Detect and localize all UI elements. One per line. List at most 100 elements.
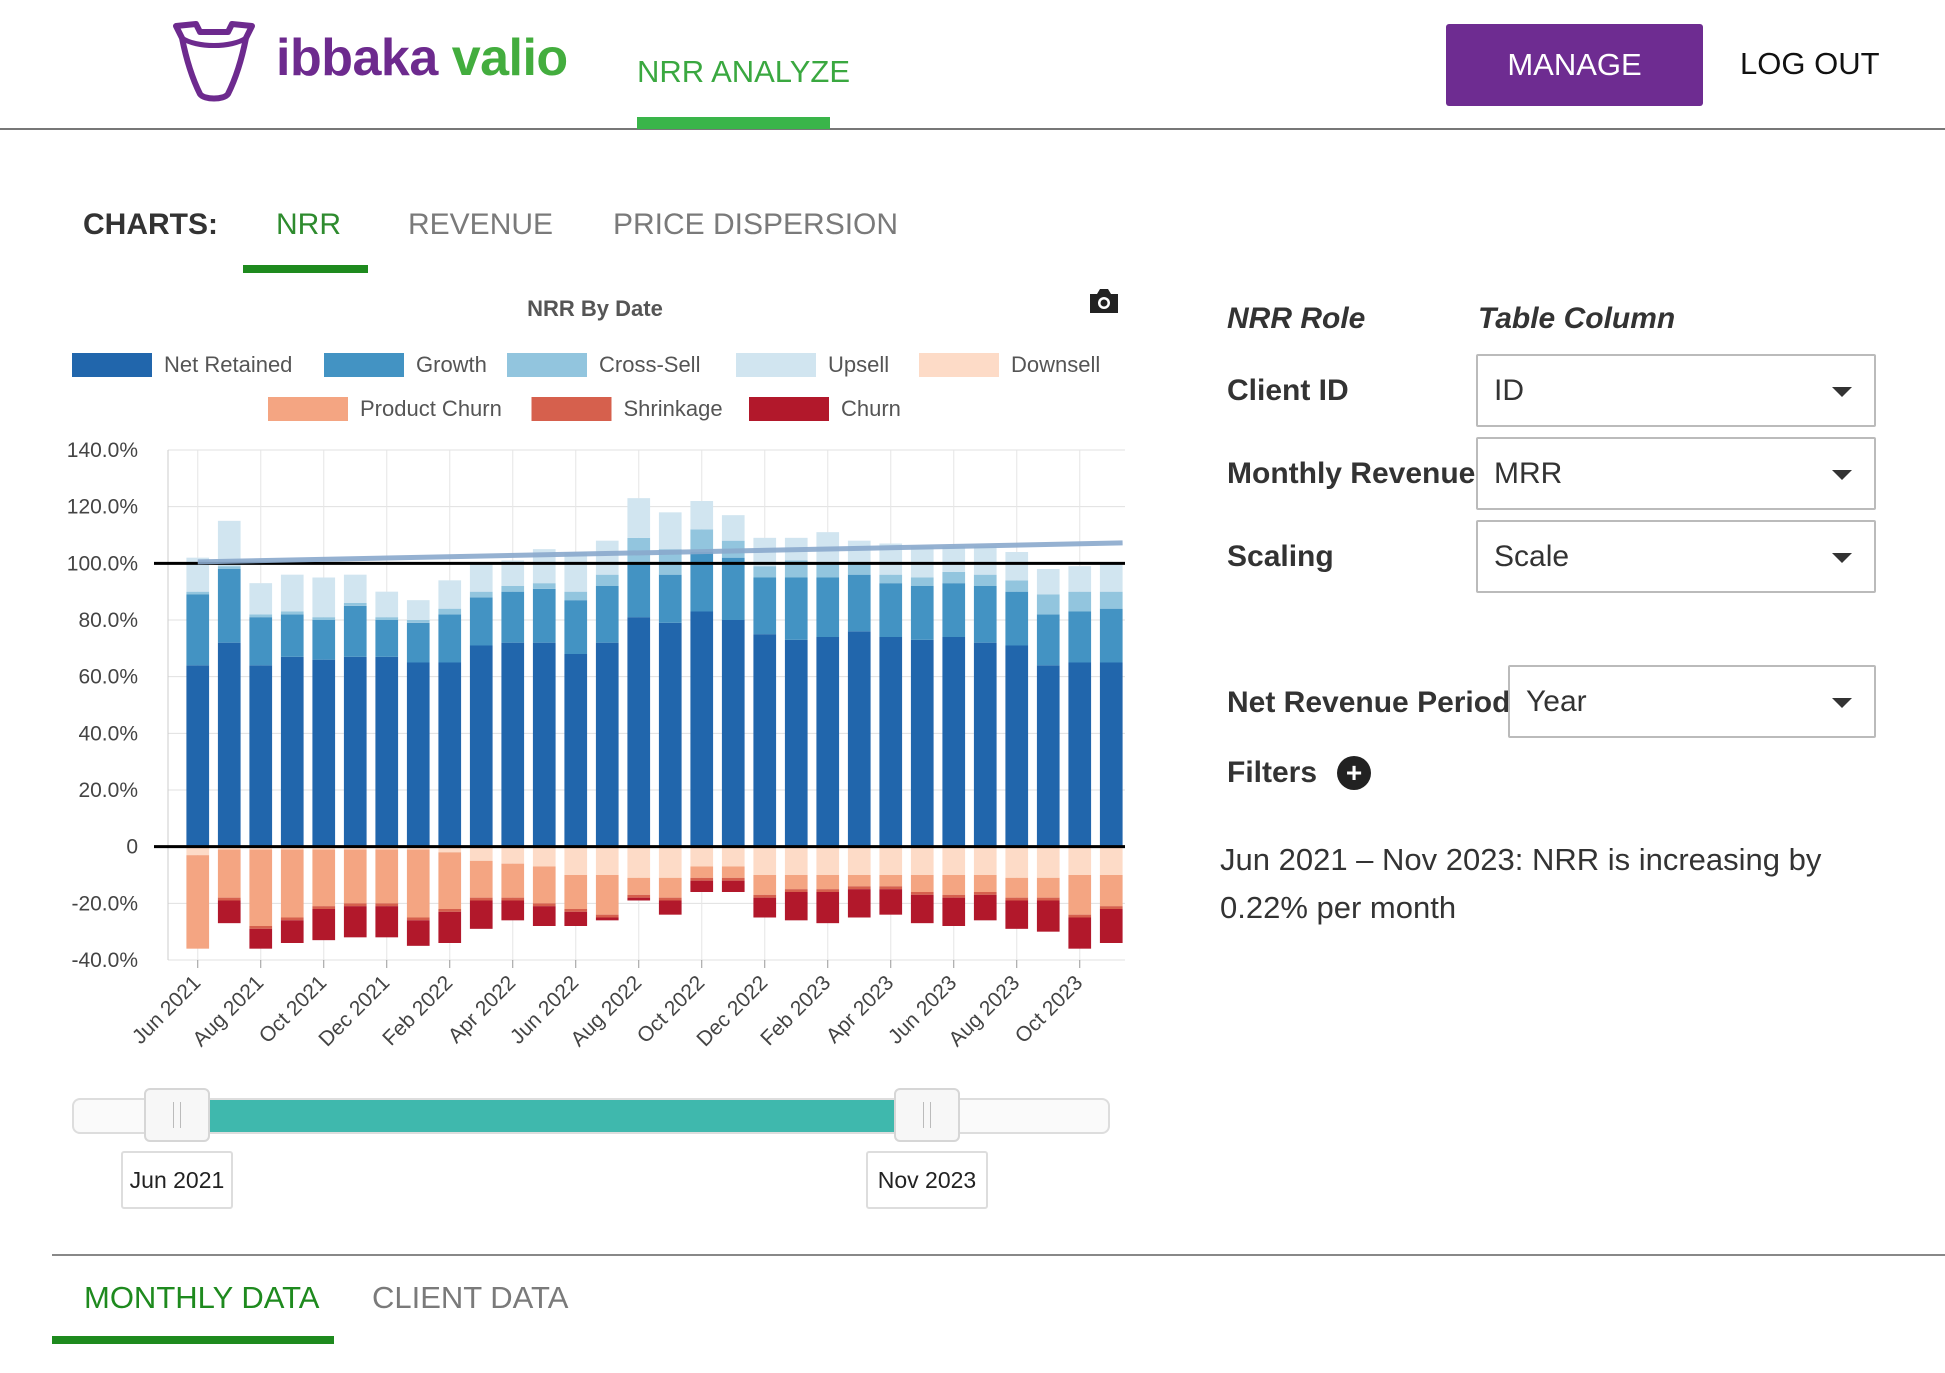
bar-segment-shrinkage <box>469 897 493 901</box>
bar-segment-churn <box>469 900 493 929</box>
bar-segment-shrinkage <box>532 903 556 907</box>
y-tick-label: 40.0% <box>78 722 138 745</box>
logout-button[interactable]: LOG OUT <box>1740 46 1880 81</box>
bar-segment-growth <box>501 591 525 643</box>
y-tick-label: 100.0% <box>67 552 138 575</box>
tab-price-dispersion[interactable]: PRICE DISPERSION <box>613 208 899 241</box>
tab-monthly-data[interactable]: MONTHLY DATA <box>84 1280 320 1315</box>
bar-segment-churn <box>879 889 903 915</box>
bar-segment-growth <box>406 622 430 663</box>
bar-segment-churn <box>1099 909 1123 943</box>
table-column-header: Table Column <box>1478 302 1676 335</box>
bar-segment-churn <box>721 880 745 892</box>
bar-segment-product-churn <box>910 875 934 892</box>
bar-segment-shrinkage <box>595 914 619 918</box>
legend-swatch-net-retained <box>72 353 152 377</box>
bar-segment-upsell <box>658 512 682 550</box>
nav-nrr-analyze[interactable]: NRR ANALYZE <box>637 54 851 89</box>
bar-segment-product-churn <box>690 866 714 878</box>
legend-swatch-cross-sell <box>507 353 587 377</box>
bar-segment-upsell <box>942 546 966 572</box>
net-revenue-period-select[interactable]: Year <box>1508 665 1876 738</box>
bar-segment-product-churn <box>753 875 777 895</box>
bar-segment-shrinkage <box>343 903 367 907</box>
bottom-divider <box>52 1254 1945 1256</box>
scaling-select[interactable]: Scale <box>1476 520 1876 593</box>
x-tick-label: Oct 2023 <box>1011 971 1088 1048</box>
bar-segment-churn <box>1036 900 1060 932</box>
bar-segment-product-churn <box>469 860 493 898</box>
bar-segment-shrinkage <box>721 877 745 881</box>
bar-segment-downsell <box>910 846 934 875</box>
bar-segment-shrinkage <box>280 917 304 921</box>
bar-segment-downsell <box>690 846 714 867</box>
bar-segment-downsell <box>753 846 777 875</box>
tab-client-data[interactable]: CLIENT DATA <box>372 1280 569 1315</box>
nrr-chart: NRR By Date Net Retained Growth Cross-Sell U… <box>67 296 1125 1051</box>
bar-segment-cross-sell <box>501 586 525 592</box>
bar-segment-net-retained <box>217 642 241 847</box>
caret-down-icon <box>1832 698 1852 708</box>
bar-segment-downsell <box>564 846 588 875</box>
y-tick-label: 60.0% <box>78 666 138 689</box>
y-tick-label: 80.0% <box>78 609 138 632</box>
bar-segment-churn <box>973 894 997 921</box>
bar-segment-upsell <box>343 574 367 603</box>
bar-segment-cross-sell <box>532 583 556 589</box>
legend-label-growth: Growth <box>416 352 487 377</box>
bar-segment-shrinkage <box>312 906 336 909</box>
net-revenue-period-label: Net Revenue Period <box>1227 686 1511 719</box>
bar-segment-churn <box>627 897 651 901</box>
bar-segment-shrinkage <box>816 889 840 892</box>
bar-segment-net-retained <box>312 659 336 847</box>
legend-swatch-product-churn <box>268 397 348 421</box>
bar-segment-cross-sell <box>816 563 840 578</box>
bar-segment-growth <box>312 620 336 660</box>
bar-segment-growth <box>469 597 493 646</box>
bar-segment-growth <box>564 600 588 654</box>
y-tick-label: 120.0% <box>67 496 138 519</box>
bar-segment-upsell <box>595 540 619 575</box>
legend-swatch-shrinkage <box>531 397 612 421</box>
bar-segment-upsell <box>721 515 745 541</box>
bar-segment-growth <box>721 557 745 620</box>
bar-segment-growth <box>1068 611 1092 663</box>
legend-label-shrinkage: Shrinkage <box>624 396 723 421</box>
bar-segment-net-retained <box>186 665 210 847</box>
monthly-revenue-select[interactable]: MRR <box>1476 437 1876 510</box>
bar-segment-product-churn <box>280 849 304 918</box>
bar-segment-product-churn <box>501 863 525 898</box>
bar-segment-growth <box>658 574 682 623</box>
bar-segment-cross-sell <box>406 620 430 623</box>
bar-segment-growth <box>910 586 934 640</box>
client-id-value: ID <box>1494 373 1524 407</box>
bar-segment-upsell <box>375 591 399 618</box>
manage-button[interactable]: MANAGE <box>1446 24 1703 106</box>
bar-segment-shrinkage <box>879 886 903 890</box>
bar-segment-net-retained <box>627 617 651 847</box>
bar-segment-cross-sell <box>249 614 273 618</box>
client-id-select[interactable]: ID <box>1476 354 1876 427</box>
bar-segment-downsell <box>1068 846 1092 875</box>
bar-segment-growth <box>438 614 462 663</box>
bar-segment-downsell <box>1099 846 1123 875</box>
add-filter-plus-icon[interactable]: + <box>1337 756 1371 790</box>
bar-segment-upsell <box>186 557 210 592</box>
bar-segment-shrinkage <box>501 897 525 901</box>
bar-segment-product-churn <box>186 855 210 949</box>
tab-revenue[interactable]: REVENUE <box>408 208 554 241</box>
range-end-handle[interactable] <box>894 1088 960 1142</box>
camera-icon[interactable] <box>1087 286 1121 316</box>
bar-segment-downsell <box>942 846 966 875</box>
bar-segment-growth <box>942 583 966 637</box>
range-start-handle[interactable] <box>144 1088 210 1142</box>
bar-segment-growth <box>186 594 210 666</box>
bar-segment-shrinkage <box>375 903 399 907</box>
brand-name-part1: ibbaka <box>276 29 438 87</box>
bar-segment-churn <box>816 892 840 924</box>
tab-nrr[interactable]: NRR <box>276 208 341 241</box>
bar-segment-shrinkage <box>627 894 651 898</box>
bar-segment-shrinkage <box>1068 914 1092 918</box>
bar-segment-shrinkage <box>438 909 462 912</box>
bar-segment-upsell <box>1068 566 1092 592</box>
